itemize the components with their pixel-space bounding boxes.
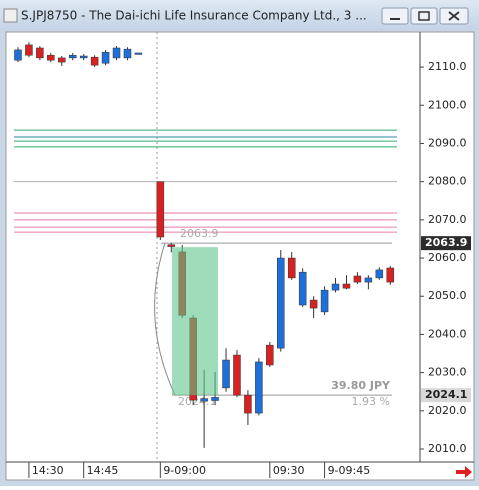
x-tick-label: 14:45 xyxy=(87,464,119,477)
candle-body xyxy=(287,257,296,279)
candle-body xyxy=(47,54,55,61)
measure-high-label: 2063.9 xyxy=(180,227,219,240)
y-tick-label: 2110.0 xyxy=(428,60,467,73)
price-box xyxy=(421,388,471,403)
candle-body xyxy=(25,44,33,56)
candle-body xyxy=(342,283,351,289)
y-tick-label: 2060.0 xyxy=(428,251,467,264)
candle-body xyxy=(233,354,241,396)
candle-body xyxy=(386,267,395,283)
measure-low-label: 2024.1 xyxy=(178,395,217,408)
candle-body xyxy=(101,51,110,64)
candle-body xyxy=(244,394,252,414)
measure-change: 39.80 JPY xyxy=(331,379,391,392)
measure-box xyxy=(172,247,218,396)
price-box-label: 2024.1 xyxy=(425,388,467,401)
x-tick-label: 09:30 xyxy=(273,464,305,477)
candle-body xyxy=(123,48,132,59)
candle-body xyxy=(353,275,362,283)
measure-arc xyxy=(154,242,176,396)
maximize-icon xyxy=(418,11,430,21)
price-box xyxy=(421,236,471,251)
candle-body xyxy=(375,269,384,279)
maximize-button[interactable] xyxy=(410,7,438,25)
candle-body xyxy=(277,257,285,349)
measure-pct: 1.93 % xyxy=(352,395,390,408)
candle-body xyxy=(309,299,318,309)
candle-body xyxy=(68,54,77,59)
candle-body xyxy=(200,398,208,402)
app-icon xyxy=(3,8,18,23)
candle-body xyxy=(320,289,329,313)
x-tick-label: 9-09:00 xyxy=(163,464,206,477)
candle-body xyxy=(79,55,88,59)
x-tick-label: 9-09:45 xyxy=(328,464,371,477)
y-tick-label: 2050.0 xyxy=(428,289,467,302)
chart-panel xyxy=(5,31,475,481)
candle-body xyxy=(134,52,143,55)
candle-body xyxy=(36,47,44,59)
y-tick-label: 2010.0 xyxy=(428,442,467,455)
x-tick-label: 14:30 xyxy=(32,464,64,477)
candle-body xyxy=(222,359,230,389)
y-tick-label: 2020.0 xyxy=(428,404,467,417)
candle-body xyxy=(331,283,340,291)
close-icon xyxy=(448,11,460,21)
minimize-button[interactable] xyxy=(381,7,409,25)
y-tick-label: 2090.0 xyxy=(428,136,467,149)
candle-body xyxy=(255,361,263,414)
y-tick-label: 2070.0 xyxy=(428,213,467,226)
candle-body xyxy=(90,56,99,66)
y-tick-label: 2080.0 xyxy=(428,175,467,188)
candle-body xyxy=(14,49,22,61)
y-tick-label: 2100.0 xyxy=(428,98,467,111)
candle-body xyxy=(298,271,307,306)
candle-body xyxy=(364,277,373,283)
candle-body xyxy=(156,181,165,238)
candle-body xyxy=(167,244,176,247)
candle-body xyxy=(112,47,121,59)
candle-body xyxy=(266,344,274,366)
candle-body xyxy=(58,57,66,63)
y-tick-label: 2040.0 xyxy=(428,327,467,340)
price-box-label: 2063.9 xyxy=(425,236,467,249)
y-tick-label: 2030.0 xyxy=(428,366,467,379)
candle-body xyxy=(211,397,219,401)
window-title: S.JPJ8750 - The Dai-ichi Life Insurance … xyxy=(21,9,367,23)
scroll-arrow[interactable] xyxy=(456,466,472,478)
